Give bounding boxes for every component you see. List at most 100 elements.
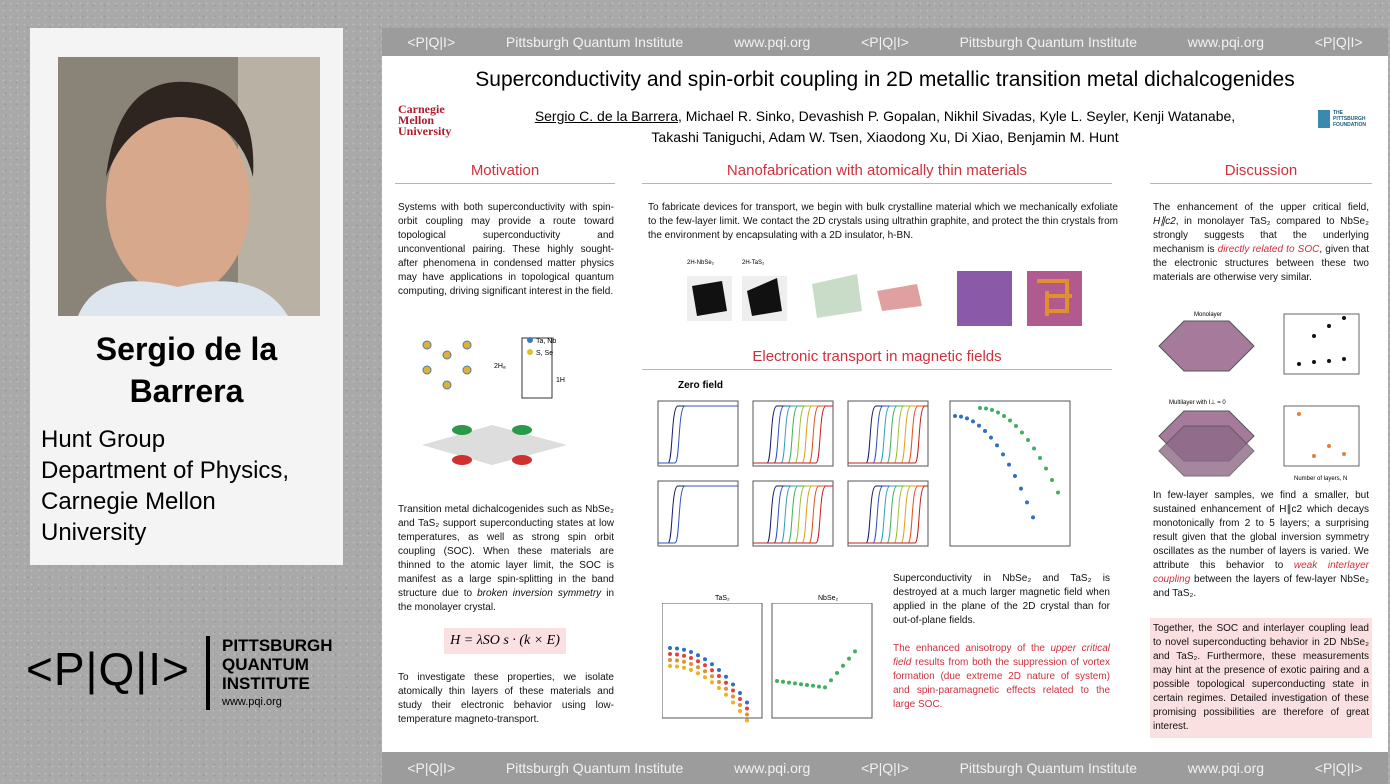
equation: H = λSO s · (k × E) bbox=[444, 628, 566, 654]
plot-frame bbox=[847, 400, 929, 467]
plot-frame bbox=[949, 400, 1071, 547]
curve bbox=[753, 485, 833, 544]
point bbox=[1002, 414, 1006, 418]
point bbox=[689, 668, 693, 673]
text: results from both the suppression of vor… bbox=[893, 657, 1110, 710]
point bbox=[1008, 418, 1012, 423]
point bbox=[990, 408, 994, 412]
fig-label: 1H bbox=[556, 377, 565, 384]
point bbox=[710, 674, 714, 679]
point bbox=[738, 709, 742, 713]
strip-text: Pittsburgh Quantum Institute bbox=[505, 34, 684, 50]
paragraph: To investigate these properties, we isol… bbox=[398, 672, 614, 725]
point bbox=[793, 681, 797, 686]
curve bbox=[848, 485, 928, 544]
point bbox=[965, 416, 969, 421]
foundation-logo: THE PITTSBURGH FOUNDATION bbox=[1318, 110, 1366, 128]
point bbox=[847, 656, 851, 661]
foundation-line: THE bbox=[1333, 110, 1343, 116]
curve bbox=[848, 405, 928, 464]
text-highlight: directly related to SOC bbox=[1217, 244, 1320, 255]
point bbox=[953, 414, 957, 418]
point bbox=[696, 665, 700, 670]
curve bbox=[753, 485, 833, 544]
fig-label: Monolayer bbox=[1194, 312, 1222, 318]
point bbox=[724, 686, 728, 691]
curve bbox=[848, 485, 928, 544]
curve bbox=[753, 405, 833, 464]
point bbox=[710, 662, 714, 667]
curve bbox=[848, 485, 928, 544]
strip-text: <P|Q|I> bbox=[407, 34, 456, 50]
text: between the layers of few-layer NbSe₂ an… bbox=[1153, 574, 1369, 599]
strip-text: www.pqi.org bbox=[1187, 34, 1265, 50]
paragraph: The enhanced anisotropy of the upper cri… bbox=[893, 642, 1110, 712]
point bbox=[829, 678, 833, 683]
authors-line: , Michael R. Sinko, Devashish P. Gopalan… bbox=[678, 108, 1236, 124]
poster: <P|Q|I> Pittsburgh Quantum Institute www.p… bbox=[382, 28, 1388, 784]
curve bbox=[658, 405, 738, 464]
logo-line: INSTITUTE bbox=[222, 674, 310, 693]
text: Transition metal dichalcogenides such as… bbox=[398, 504, 614, 599]
curve bbox=[753, 485, 833, 544]
point bbox=[703, 663, 707, 668]
speaker-photo bbox=[58, 57, 320, 316]
transport-figure bbox=[657, 400, 1071, 547]
paragraph: Transition metal dichalcogenides such as… bbox=[398, 503, 614, 615]
logo-text: PITTSBURGH QUANTUM INSTITUTE www.pqi.org bbox=[222, 636, 333, 712]
point bbox=[682, 665, 686, 670]
point bbox=[731, 682, 735, 687]
text: In few-layer samples, we find a smaller,… bbox=[1153, 490, 1369, 571]
strip-text: Pittsburgh Quantum Institute bbox=[959, 760, 1138, 776]
strip-text: <P|Q|I> bbox=[1314, 34, 1363, 50]
paragraph: In few-layer samples, we find a smaller,… bbox=[1153, 489, 1369, 601]
curve bbox=[848, 485, 928, 544]
point bbox=[978, 406, 982, 410]
point bbox=[675, 664, 679, 669]
curve bbox=[753, 405, 833, 464]
logo-line: PITTSBURGH bbox=[222, 636, 333, 655]
section-heading: Motivation bbox=[395, 162, 615, 184]
strip-text: Pittsburgh Quantum Institute bbox=[505, 760, 684, 776]
fabrication-figure: 2H-NbSe₂ 2H-TaS₂ bbox=[687, 260, 1082, 326]
point bbox=[835, 671, 839, 675]
point bbox=[853, 649, 857, 654]
point bbox=[682, 659, 686, 664]
discussion-figure: Monolayer Multilayer with I⊥ = 0 Number … bbox=[1158, 312, 1360, 482]
affiliation-line: Carnegie Mellon bbox=[41, 488, 216, 515]
curve bbox=[753, 485, 833, 544]
curve bbox=[848, 405, 928, 464]
point bbox=[724, 692, 728, 697]
strip-text: www.pqi.org bbox=[734, 760, 811, 776]
point bbox=[717, 686, 721, 691]
point bbox=[717, 674, 721, 679]
strip-text: Pittsburgh Quantum Institute bbox=[959, 34, 1138, 50]
legend-label: Ta, Nb bbox=[536, 338, 556, 345]
curve bbox=[848, 405, 928, 464]
speaker-name: Sergio de la Barrera bbox=[95, 331, 278, 409]
affiliation-line: University bbox=[41, 519, 147, 546]
point bbox=[717, 680, 721, 685]
point bbox=[738, 691, 742, 695]
plot-frame bbox=[752, 400, 834, 467]
point bbox=[977, 423, 981, 428]
plot-frame bbox=[657, 480, 739, 547]
point bbox=[745, 712, 749, 717]
point bbox=[799, 682, 803, 687]
section-heading: Discussion bbox=[1150, 162, 1372, 184]
point bbox=[1013, 474, 1017, 478]
text: The enhancement of the upper critical fi… bbox=[1153, 202, 1369, 213]
point bbox=[703, 657, 707, 662]
point bbox=[1031, 515, 1035, 520]
curve bbox=[848, 485, 928, 544]
point bbox=[1020, 430, 1024, 435]
logo-url: www.pqi.org bbox=[222, 696, 282, 708]
fig-label: NbSe₂ bbox=[818, 595, 839, 602]
point bbox=[1044, 466, 1048, 471]
text: , given that the electronic structures b… bbox=[1153, 244, 1369, 283]
fig-label: TaS₂ bbox=[715, 595, 730, 602]
point bbox=[775, 679, 779, 683]
curve bbox=[753, 405, 833, 464]
point bbox=[1007, 462, 1011, 467]
cmu-line: University bbox=[398, 124, 452, 138]
